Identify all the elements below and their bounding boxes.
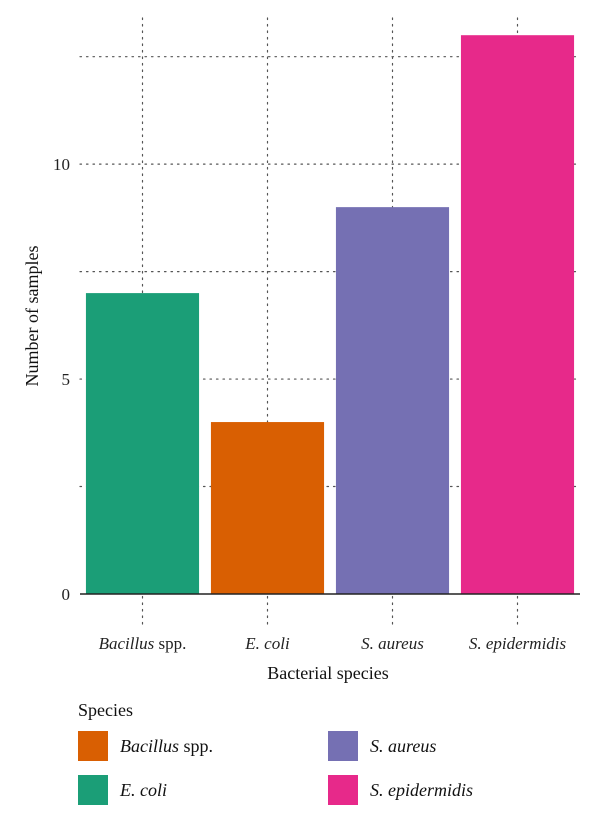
y-tick-label: 0 [62,585,71,604]
legend-items: Bacillus spp. S. aureus E. coli S. epidermi… [78,731,578,805]
y-tick-label: 5 [62,370,71,389]
legend-swatch [78,775,108,805]
bar [335,207,450,594]
bar [460,35,575,594]
x-tick-label: E. coli [244,634,290,653]
x-tick-label: Bacillus spp. [99,634,187,653]
legend-item: S. epidermidis [328,775,578,805]
bar [210,422,325,594]
legend-swatch [328,775,358,805]
legend-label: E. coli [120,779,167,800]
bar-chart-plot: 0 5 10 Bacillus spp. E. coli S. aureus S. epid… [22,17,581,683]
y-axis-title: Number of samples [22,246,42,387]
legend-label: Bacillus spp. [120,735,214,756]
legend-title: Species [78,700,133,720]
y-tick-label: 10 [53,155,70,174]
legend-item: Bacillus spp. [78,731,328,761]
bar [85,293,200,594]
legend-item: E. coli [78,775,328,805]
legend-label: S. epidermidis [370,779,473,800]
x-axis-title: Bacterial species [267,663,388,683]
x-tick-label: S. epidermidis [469,634,567,653]
legend-label: S. aureus [370,735,437,756]
legend-swatch [328,731,358,761]
x-tick-label: S. aureus [361,634,424,653]
legend-item: S. aureus [328,731,578,761]
legend-swatch [78,731,108,761]
legend: Species Bacillus spp. S. aureus E. coli S. … [78,700,578,805]
